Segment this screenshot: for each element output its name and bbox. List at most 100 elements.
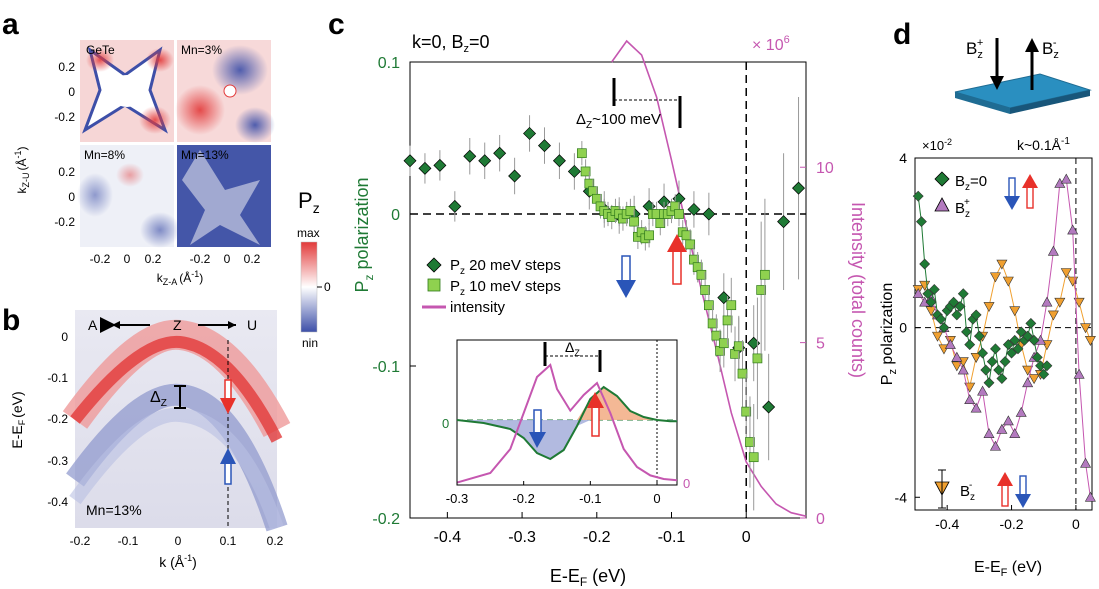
d-legend-3: Bz- (960, 480, 975, 503)
c-inset-gap-sub: Z (574, 348, 580, 358)
d-point-bzplus (1047, 245, 1059, 256)
c-point-20mev (537, 139, 551, 153)
a-ytick-2: 0 (68, 85, 75, 99)
c-right-multiplier: × 106 (752, 34, 790, 54)
d-point-bz0 (922, 288, 934, 300)
c-point-20mev (508, 169, 522, 183)
c-ytick-label: -0.1 (372, 359, 400, 376)
c-point-20mev (418, 161, 432, 175)
d-point-bzminus (1054, 297, 1066, 308)
b-gap-sub: Z (161, 398, 167, 409)
a-xtick-2: 0 (124, 252, 131, 266)
c-gap-sub: Z (586, 120, 592, 131)
c-ylabel-main: P (352, 281, 372, 293)
c-point-20mev (478, 154, 492, 168)
panel-letter-d: d (893, 18, 911, 51)
c-xtick-label: -0.1 (658, 529, 686, 546)
colorbar-title: Pz (298, 188, 320, 216)
d-mult-exp: -2 (944, 137, 952, 147)
d-point-bzplus (1022, 377, 1034, 388)
d-point-bzplus (983, 428, 995, 438)
panel-letter-a: a (2, 8, 19, 41)
c-leg1-main: P (450, 257, 460, 274)
d-point-bz0 (1028, 334, 1040, 346)
d-bminus-main: B (1042, 39, 1053, 58)
c-inset-blue-arrow (529, 409, 546, 448)
b-ylabel-unit: (eV) (9, 391, 25, 417)
colorbar-title-sub: z (313, 200, 320, 216)
d-xtick-label: -0.2 (999, 516, 1023, 532)
d-point-bz0 (999, 356, 1011, 367)
c-title-main: k=0, B (412, 32, 464, 52)
d-point-bzminus (932, 331, 944, 342)
b-ytick-4: -0.3 (47, 454, 68, 468)
d-point-bz0 (1012, 343, 1024, 355)
b-dir-right: U (247, 317, 257, 333)
a-xtick-6: 0.2 (244, 252, 261, 266)
c-title: k=0, Bz=0 (412, 32, 490, 55)
a-xlabel-exp: -1 (191, 269, 199, 279)
a-xlabel-close: ) (199, 271, 203, 285)
colorbar-gradient (300, 241, 318, 333)
d-point-bzminus (970, 353, 982, 363)
b-ytick-2: -0.1 (47, 371, 68, 385)
a-ytick-3: -0.2 (54, 110, 75, 124)
d-field-diagram: Bz+ Bz- (954, 37, 1092, 114)
c-point-10mev (696, 269, 707, 280)
c-ylabel-left: Pz polarization (352, 177, 376, 292)
c-gap-label: ΔZ~100 meV (576, 111, 661, 131)
c-legend: Pz 20 meV steps Pz 10 meV steps intensit… (422, 257, 561, 316)
d-bplus-sup: + (977, 37, 983, 49)
d-point-bz0 (928, 284, 940, 295)
c-legend-square (427, 278, 441, 292)
d-point-bz0 (1038, 368, 1050, 380)
panel-d-chart: -0.4 -0.2 0 4 0 -4 ×10-2 k~0.1Å-1 Pz polariza… (879, 136, 1096, 579)
c-point-10mev (722, 315, 733, 326)
b-xtick-1: -0.2 (70, 534, 91, 548)
c-point-10mev (707, 318, 718, 329)
d-point-bz0 (983, 377, 995, 389)
c-ytick-right-label: 10 (816, 160, 834, 177)
b-center: Z (173, 317, 182, 333)
b-ytick-5: -0.4 (47, 495, 68, 509)
c-inset-xtick-label: -0.2 (512, 491, 534, 506)
c-point-10mev (700, 285, 710, 295)
map-label-mn13: Mn=13% (181, 148, 229, 162)
d-point-bz0 (996, 373, 1008, 384)
c-point-10mev (655, 218, 666, 228)
d-leg2-sub: z (965, 209, 970, 220)
c-point-20mev (403, 154, 417, 168)
d-point-bzminus (1084, 336, 1096, 346)
d-point-bz0 (919, 258, 931, 270)
d-bminus-sub: z (1053, 49, 1059, 61)
d-point-bzplus (1073, 368, 1085, 379)
c-legend-3: intensity (450, 299, 506, 316)
c-point-10mev (718, 338, 729, 349)
d-xlabel-main: E-E (974, 559, 1001, 576)
d-point-bz0 (961, 326, 972, 338)
panel-b-xticks: -0.2 -0.1 0 0.1 0.2 (70, 534, 284, 548)
c-inset-positive-fill (457, 387, 677, 420)
colorbar: Pz max 0 nin (297, 188, 331, 350)
map-label-mn3: Mn=3% (181, 43, 222, 57)
d-mult-main: ×10 (922, 138, 944, 153)
c-point-10mev (726, 300, 737, 311)
d-point-bz0 (948, 296, 960, 308)
d-point-bz0 (957, 288, 969, 300)
map-gete: GeTe (80, 40, 174, 142)
d-xlabel-unit: (eV) (1007, 559, 1042, 576)
b-xtick-2: -0.1 (118, 534, 139, 548)
c-ylabel-right: Intensity (total counts) (848, 202, 868, 378)
c-point-10mev (580, 166, 591, 177)
d-bplus-main: B (966, 39, 977, 58)
c-leg2-sub: z (460, 287, 465, 298)
c-point-20mev (463, 149, 477, 163)
d-point-bzminus (1080, 323, 1092, 334)
c-axes-frame (409, 61, 807, 519)
c-point-20mev (493, 146, 507, 160)
d-point-bzminus (1028, 374, 1040, 385)
panel-c-chart: -0.4 -0.3 -0.2 -0.1 0 0.1 0 -0.1 -0.2 10 5 0 k=0, B… (352, 32, 868, 589)
c-point-20mev (777, 215, 791, 229)
d-point-bzminus (989, 272, 1001, 283)
d-point-bzplus (970, 402, 982, 413)
